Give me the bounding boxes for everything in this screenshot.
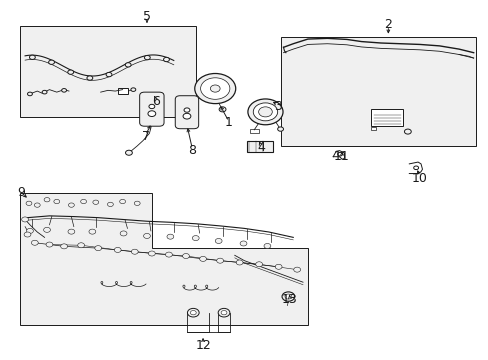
Circle shape xyxy=(107,202,113,207)
Circle shape xyxy=(95,246,102,251)
Circle shape xyxy=(166,234,173,239)
Text: 1: 1 xyxy=(224,116,232,129)
Circle shape xyxy=(61,244,67,249)
Circle shape xyxy=(42,90,47,94)
Text: 11: 11 xyxy=(333,150,349,163)
Text: 3: 3 xyxy=(273,100,281,113)
Circle shape xyxy=(218,309,229,317)
Text: 6: 6 xyxy=(151,95,160,108)
Circle shape xyxy=(24,232,31,237)
Circle shape xyxy=(194,73,235,104)
Circle shape xyxy=(31,240,38,245)
Circle shape xyxy=(29,55,35,59)
Circle shape xyxy=(253,103,277,121)
Circle shape xyxy=(282,292,294,301)
Circle shape xyxy=(44,198,50,202)
Circle shape xyxy=(163,57,169,62)
Circle shape xyxy=(247,99,283,125)
Circle shape xyxy=(61,89,66,92)
Circle shape xyxy=(87,76,93,80)
Circle shape xyxy=(255,262,262,267)
Circle shape xyxy=(183,113,190,119)
Circle shape xyxy=(275,264,282,269)
Circle shape xyxy=(199,256,206,261)
Circle shape xyxy=(54,199,60,204)
Circle shape xyxy=(236,260,243,265)
Circle shape xyxy=(93,200,99,204)
Circle shape xyxy=(68,70,74,74)
Circle shape xyxy=(187,309,199,317)
Circle shape xyxy=(46,242,53,247)
Bar xyxy=(370,109,402,126)
Bar xyxy=(20,26,195,117)
Bar xyxy=(281,37,475,146)
Text: 7: 7 xyxy=(141,130,149,144)
Circle shape xyxy=(26,201,32,206)
Text: 13: 13 xyxy=(282,293,297,306)
FancyBboxPatch shape xyxy=(175,96,198,129)
Text: 4: 4 xyxy=(257,140,264,153)
Circle shape xyxy=(120,199,125,204)
Circle shape xyxy=(143,233,150,238)
Circle shape xyxy=(81,199,86,204)
Circle shape xyxy=(48,60,54,64)
Circle shape xyxy=(190,311,196,315)
Circle shape xyxy=(337,152,342,156)
Text: 5: 5 xyxy=(142,10,151,23)
Circle shape xyxy=(404,129,410,134)
Circle shape xyxy=(114,247,121,252)
Circle shape xyxy=(131,249,138,254)
Circle shape xyxy=(89,229,96,234)
Bar xyxy=(247,141,272,152)
Circle shape xyxy=(215,238,222,243)
Circle shape xyxy=(216,258,223,263)
Circle shape xyxy=(413,166,418,170)
Circle shape xyxy=(68,203,74,207)
Circle shape xyxy=(27,92,32,96)
Circle shape xyxy=(149,104,155,109)
Circle shape xyxy=(125,150,132,155)
Circle shape xyxy=(134,201,140,206)
Circle shape xyxy=(43,227,50,232)
Circle shape xyxy=(131,88,136,91)
Circle shape xyxy=(68,229,75,234)
Polygon shape xyxy=(20,193,307,325)
Circle shape xyxy=(277,127,283,131)
Text: 10: 10 xyxy=(411,172,427,185)
Bar xyxy=(118,88,128,94)
Circle shape xyxy=(165,252,172,257)
Circle shape xyxy=(221,311,226,315)
Circle shape xyxy=(125,63,131,67)
Circle shape xyxy=(183,108,189,112)
Circle shape xyxy=(34,203,40,207)
Circle shape xyxy=(264,243,270,248)
Circle shape xyxy=(182,253,189,258)
Circle shape xyxy=(210,85,220,92)
Circle shape xyxy=(240,241,246,246)
Bar xyxy=(250,129,259,134)
Circle shape xyxy=(78,243,84,248)
Text: 8: 8 xyxy=(188,144,196,157)
Text: 2: 2 xyxy=(384,18,391,31)
Circle shape xyxy=(148,251,155,256)
Text: 12: 12 xyxy=(195,339,210,352)
Circle shape xyxy=(120,231,127,236)
Circle shape xyxy=(148,111,156,117)
Circle shape xyxy=(285,294,291,299)
Bar xyxy=(370,127,375,130)
Circle shape xyxy=(219,107,225,112)
Circle shape xyxy=(258,107,272,117)
Circle shape xyxy=(192,235,199,240)
Text: 9: 9 xyxy=(17,186,25,199)
Circle shape xyxy=(293,267,300,272)
Circle shape xyxy=(21,217,28,222)
FancyBboxPatch shape xyxy=(140,92,163,126)
Circle shape xyxy=(200,78,229,99)
Circle shape xyxy=(26,228,33,233)
Circle shape xyxy=(144,55,150,60)
Circle shape xyxy=(106,72,112,77)
